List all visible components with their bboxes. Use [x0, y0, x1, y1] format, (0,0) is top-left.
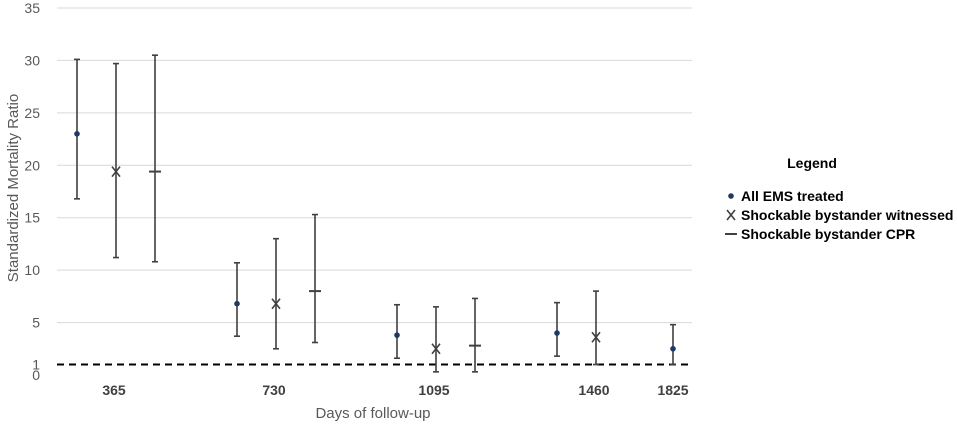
point-marker — [234, 300, 240, 307]
marker-stroke — [271, 298, 281, 310]
legend-label: Shockable bystander CPR — [741, 226, 915, 242]
y-tick-label: 20 — [24, 157, 40, 173]
y-tick-label: 25 — [24, 105, 40, 121]
marker-stroke — [431, 343, 441, 355]
point-marker — [554, 330, 560, 336]
x-tick-label: 1095 — [418, 382, 449, 398]
marker-stroke — [591, 331, 601, 343]
y-tick-label: 30 — [24, 52, 40, 68]
point-marker — [74, 131, 80, 137]
legend-marker — [728, 193, 734, 199]
gridlines — [57, 7, 692, 324]
data-point — [670, 323, 676, 366]
x-axis-title: Days of follow-up — [315, 405, 430, 422]
legend-label: Shockable bystander witnessed — [741, 207, 953, 223]
data-point — [234, 262, 240, 338]
data-point — [591, 290, 601, 366]
x-tick-label: 1460 — [578, 382, 609, 398]
legend-item: Shockable bystander CPR — [725, 226, 915, 242]
data-point — [309, 213, 321, 344]
data-point — [149, 54, 161, 263]
x-tick-label: 1825 — [657, 382, 688, 398]
data-marks — [74, 54, 676, 373]
y-tick-label: 0 — [32, 367, 40, 383]
y-tick-label: 1 — [32, 357, 40, 373]
legend: Legend All EMS treated Shockable bystande… — [725, 155, 953, 242]
point-marker — [431, 343, 441, 355]
y-tick-label: 5 — [32, 315, 40, 331]
point-marker — [670, 345, 676, 352]
point-marker — [111, 166, 121, 178]
data-point — [431, 306, 441, 373]
marker-stroke — [111, 166, 121, 178]
x-tick-label: 730 — [262, 382, 286, 398]
marker-stroke — [726, 209, 736, 221]
point-marker — [591, 331, 601, 343]
legend-item: All EMS treated — [728, 188, 844, 204]
y-tick-label: 15 — [24, 210, 40, 226]
data-point — [554, 301, 560, 357]
legend-title: Legend — [787, 155, 837, 171]
legend-marker — [726, 209, 736, 221]
data-point — [271, 237, 281, 350]
y-tick-label: 35 — [24, 0, 40, 16]
data-point — [111, 62, 121, 259]
y-axis-title: Standardized Mortality Ratio — [5, 94, 22, 282]
point-marker — [271, 298, 281, 310]
y-tick-label: 10 — [24, 262, 40, 278]
data-point — [74, 58, 80, 200]
legend-items: All EMS treated Shockable bystander witne… — [725, 188, 953, 242]
data-point — [469, 297, 481, 373]
point-marker — [394, 332, 400, 338]
x-tick-label: 365 — [102, 382, 126, 398]
data-point — [394, 303, 400, 360]
legend-item: Shockable bystander witnessed — [726, 207, 953, 223]
x-axis-ticks: 365 730 1095 1460 1825 — [102, 382, 688, 398]
legend-label: All EMS treated — [741, 188, 844, 204]
